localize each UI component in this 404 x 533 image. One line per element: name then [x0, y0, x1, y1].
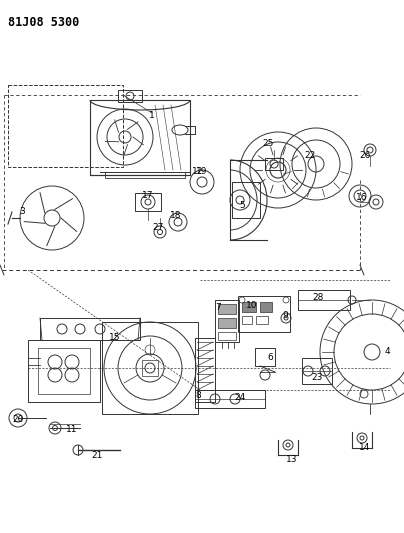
Bar: [265, 158, 283, 170]
Bar: [232, 182, 260, 218]
Bar: [218, 304, 236, 314]
Text: 1: 1: [149, 110, 155, 119]
Bar: [255, 348, 275, 366]
Text: 26: 26: [359, 150, 371, 159]
Text: 22: 22: [304, 150, 316, 159]
Bar: [135, 193, 161, 211]
Bar: [302, 358, 332, 384]
Text: 15: 15: [109, 334, 121, 343]
Bar: [238, 296, 290, 332]
Bar: [298, 290, 350, 310]
Text: 28: 28: [312, 294, 324, 303]
Bar: [256, 316, 268, 324]
Text: 13: 13: [286, 456, 298, 464]
Text: 81J08 5300: 81J08 5300: [8, 16, 79, 29]
Bar: [195, 338, 215, 402]
Bar: [8, 85, 123, 167]
Bar: [218, 318, 236, 328]
Text: 16: 16: [356, 193, 368, 203]
Bar: [218, 332, 236, 340]
Bar: [28, 340, 100, 402]
Text: 5: 5: [239, 200, 245, 209]
Text: 18: 18: [170, 211, 182, 220]
Bar: [38, 348, 90, 394]
Text: 11: 11: [66, 425, 78, 434]
Text: 3: 3: [19, 207, 25, 216]
Text: 19: 19: [196, 167, 208, 176]
Text: 8: 8: [195, 391, 201, 400]
Bar: [260, 302, 272, 312]
Bar: [142, 360, 158, 376]
Text: 10: 10: [246, 301, 258, 310]
Text: 4: 4: [384, 348, 390, 357]
Text: 9: 9: [282, 311, 288, 319]
Text: 24: 24: [234, 393, 246, 402]
Text: 25: 25: [262, 139, 274, 148]
Bar: [215, 300, 239, 342]
Bar: [102, 322, 198, 414]
Bar: [242, 316, 252, 324]
Text: 27: 27: [152, 223, 164, 232]
Text: 23: 23: [311, 374, 323, 383]
Text: 21: 21: [91, 450, 103, 459]
Text: 20: 20: [12, 416, 24, 424]
Bar: [118, 90, 142, 102]
Bar: [40, 318, 140, 340]
Bar: [105, 172, 185, 178]
Bar: [90, 100, 190, 175]
Text: 17: 17: [142, 190, 154, 199]
Bar: [195, 390, 265, 408]
Bar: [242, 302, 256, 312]
Text: 14: 14: [359, 443, 371, 453]
Text: 12: 12: [192, 167, 204, 176]
Text: 6: 6: [267, 353, 273, 362]
Text: 7: 7: [215, 303, 221, 312]
